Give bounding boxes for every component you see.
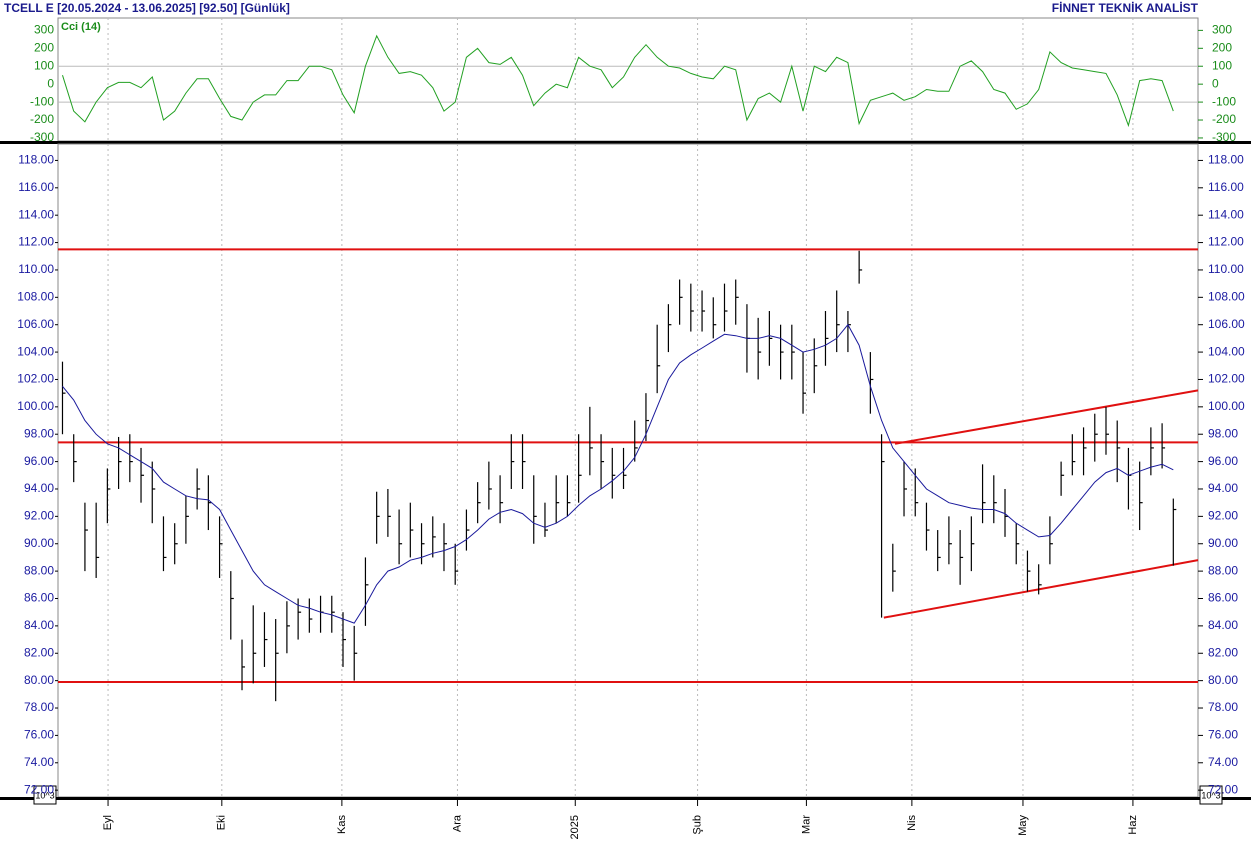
y-tick-label: 82.00 (1208, 645, 1238, 659)
y-tick-label: 300 (1212, 23, 1232, 37)
panel-divider (0, 797, 1251, 800)
y-tick-label: 72.00 (1208, 782, 1238, 796)
trend-line (883, 559, 1199, 619)
y-tick-label: 92.00 (24, 509, 54, 523)
y-tick-label: 110.00 (1208, 262, 1244, 276)
y-tick-label: 116.00 (18, 180, 54, 194)
y-tick-label: 116.00 (1208, 180, 1244, 194)
y-tick-label: 88.00 (24, 563, 54, 577)
y-tick-label: 118.00 (18, 153, 54, 167)
y-tick-label: 110.00 (18, 262, 54, 276)
y-tick-label: 90.00 (1208, 536, 1238, 550)
y-tick-label: 0 (47, 76, 54, 90)
y-tick-label: 84.00 (24, 618, 54, 632)
y-tick-label: 98.00 (24, 426, 54, 440)
y-tick-label: 200 (34, 40, 54, 54)
y-tick-label: 86.00 (1208, 591, 1238, 605)
y-tick-label: 94.00 (1208, 481, 1238, 495)
scale-box (1199, 785, 1223, 805)
y-tick-label: 84.00 (1208, 618, 1238, 632)
x-tick-label: 2025 (569, 815, 581, 839)
y-tick-label: 72.00 (24, 782, 54, 796)
y-tick-label: 102.00 (17, 372, 54, 386)
x-tick-label: Nis (906, 815, 918, 831)
y-tick-label: 82.00 (24, 645, 54, 659)
x-tick-label: May (1017, 815, 1029, 836)
y-tick-label: 86.00 (24, 591, 54, 605)
y-tick-label: 74.00 (1208, 755, 1238, 769)
y-tick-label: -300 (30, 130, 54, 144)
header-source: FİNNET TEKNİK ANALİST (1052, 0, 1199, 15)
y-tick-label: 74.00 (24, 755, 54, 769)
y-tick-label: 76.00 (24, 728, 54, 742)
y-tick-label: -100 (1212, 94, 1236, 108)
y-tick-label: 106.00 (17, 317, 54, 331)
y-tick-label: 92.00 (1208, 509, 1238, 523)
y-tick-label: 112.00 (1208, 235, 1244, 249)
x-tick-label: Şub (691, 815, 703, 835)
cci-line (62, 34, 1174, 128)
x-tick-label: Eki (216, 815, 228, 830)
y-tick-label: 200 (1212, 40, 1232, 54)
y-tick-label: 78.00 (1208, 700, 1238, 714)
header-title: TCELL E [20.05.2024 - 13.06.2025] [92.50… (4, 1, 290, 15)
y-tick-label: 112.00 (18, 235, 54, 249)
y-tick-label: 114.00 (18, 207, 54, 221)
y-tick-label: 100.00 (17, 399, 54, 413)
y-tick-label: 118.00 (1208, 153, 1244, 167)
y-tick-label: 76.00 (1208, 728, 1238, 742)
y-tick-label: -100 (30, 94, 54, 108)
y-tick-label: 102.00 (1208, 372, 1245, 386)
y-tick-label: -300 (1212, 130, 1236, 144)
y-tick-label: 100 (34, 58, 54, 72)
y-tick-label: 104.00 (1208, 344, 1245, 358)
panel-divider (0, 141, 1251, 144)
y-tick-label: 100 (1212, 58, 1232, 72)
y-tick-label: 88.00 (1208, 563, 1238, 577)
y-tick-label: 114.00 (1208, 207, 1244, 221)
y-tick-label: 100.00 (1208, 399, 1245, 413)
y-tick-label: 300 (34, 23, 54, 37)
y-tick-label: -200 (30, 112, 54, 126)
y-tick-label: 96.00 (1208, 454, 1238, 468)
scale-label: 10^3 (35, 790, 54, 800)
trend-line (894, 389, 1199, 445)
y-tick-label: 108.00 (1208, 289, 1245, 303)
cci-title: Cci (14) (61, 21, 101, 33)
moving-average (62, 323, 1174, 624)
y-tick-label: 0 (1212, 76, 1219, 90)
y-tick-label: 80.00 (1208, 673, 1238, 687)
y-tick-label: 104.00 (17, 344, 54, 358)
y-tick-label: 106.00 (1208, 317, 1245, 331)
scale-box (33, 785, 57, 805)
x-tick-label: Ara (451, 814, 463, 832)
scale-label: 10^3 (1201, 790, 1220, 800)
y-tick-label: 78.00 (24, 700, 54, 714)
x-tick-label: Mar (800, 815, 812, 834)
y-tick-label: 80.00 (24, 673, 54, 687)
x-tick-label: Eyl (102, 815, 114, 830)
y-tick-label: 94.00 (24, 481, 54, 495)
x-tick-label: Kas (336, 815, 348, 834)
x-tick-label: Haz (1127, 815, 1139, 835)
y-tick-label: 96.00 (24, 454, 54, 468)
y-tick-label: 98.00 (1208, 426, 1238, 440)
y-tick-label: 108.00 (17, 289, 54, 303)
y-tick-label: 90.00 (24, 536, 54, 550)
y-tick-label: -200 (1212, 112, 1236, 126)
